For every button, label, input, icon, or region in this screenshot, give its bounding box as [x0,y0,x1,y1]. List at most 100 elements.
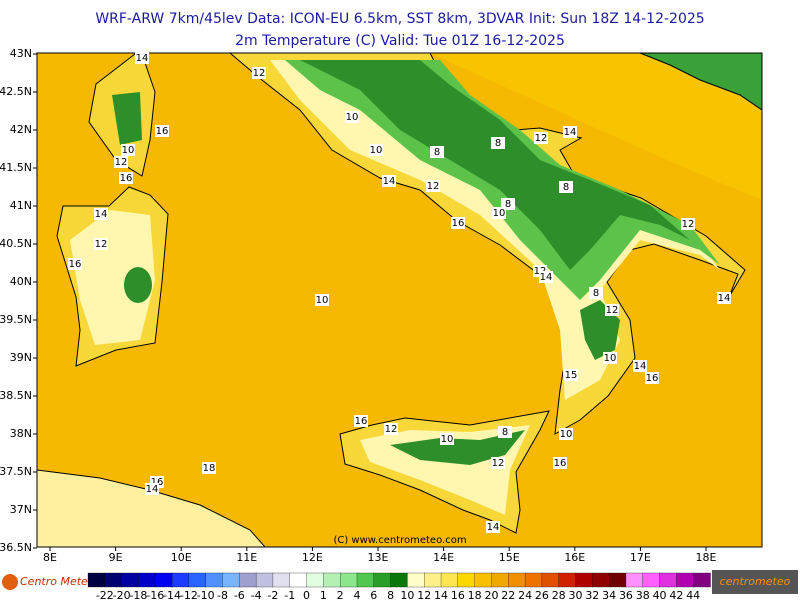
contour-label: 16 [151,477,164,488]
colorbar-label: 22 [501,589,515,600]
contour-label: 10 [560,429,573,440]
lon-label: 8E [43,551,57,564]
contour-label-bg [369,144,383,156]
italy-dark-green [300,60,690,270]
lon-label: 13E [368,551,389,564]
colorbar-box [575,572,593,588]
colorbar-box [323,572,341,588]
contour-label-bg [345,111,359,123]
lat-label: 39.5N [0,313,32,326]
colorbar-box [171,572,190,588]
logo-left-icon [2,574,18,590]
colorbar-label: -8 [217,589,228,600]
contour-label: 10 [370,145,383,156]
contour-label: 14 [718,293,731,304]
contour-label-bg [440,433,454,445]
colorbar-label: -4 [251,589,262,600]
contour-label: 12 [682,219,695,230]
contour-label-bg [202,462,216,474]
contour-label-bg [717,292,731,304]
contour-label: 14 [487,522,500,533]
contour-label: 16 [120,173,133,184]
colorbar-label: 38 [636,589,650,600]
colorbar-label: 34 [602,589,616,600]
colorbar-box [407,572,425,588]
contour-label: 14 [146,484,159,495]
contour-label-bg [382,175,396,187]
contour-label: 15 [565,370,578,381]
contour-label-bg [155,125,169,137]
lon-label: 9E [109,551,123,564]
sicily-green [390,430,525,465]
colorbar-box [440,572,459,588]
lat-label: 39N [10,351,32,364]
contour-label-bg [492,207,506,219]
colorbar-box [474,572,493,588]
colorbar-label: -14 [163,589,181,600]
lat-label: 36.5N [0,541,32,554]
colorbar-box [457,572,476,588]
balkans [639,53,762,111]
contour-label: 16 [156,126,169,137]
contour-label: 14 [95,209,108,220]
colorbar-label: 36 [619,589,633,600]
contour-label: 12 [115,157,128,168]
contour-label: 14 [540,272,553,283]
colorbar-box [608,572,627,588]
map [37,53,762,547]
contour-label: 10 [316,295,329,306]
colorbar-label: 1 [320,589,327,600]
colorbar-label: 16 [451,589,465,600]
colorbar-label: 30 [569,589,583,600]
colorbar-label: 8 [387,589,394,600]
colorbar-box [508,572,526,588]
contour-label-bg [491,457,505,469]
contour-label: 14 [136,53,149,64]
map-frame [36,52,763,548]
contour-label: 10 [122,145,135,156]
contour-label: 12 [427,181,440,192]
lat-label: 37N [10,503,32,516]
colorbar-box [255,572,274,588]
colorbar-label: -6 [234,589,245,600]
colorbar-label: -10 [197,589,215,600]
colorbar-label: 4 [353,589,360,600]
colorbar-box [340,572,358,588]
lon-label: 11E [236,551,257,564]
contour-label-bg [491,137,505,149]
lat-label: 41N [10,199,32,212]
colorbar-box [289,572,308,588]
contour-label-bg [252,67,266,79]
contour-label: 16 [646,373,659,384]
lon-label: 18E [696,551,717,564]
colorbar-label: 14 [434,589,448,600]
contour-label: 8 [502,427,508,438]
header-line1: WRF-ARW 7km/45lev Data: ICON-EU 6.5km, S… [95,11,704,27]
lon-label: 12E [302,551,323,564]
header-line2: 2m Temperature (C) Valid: Tue 01Z 16-12-… [235,33,565,49]
contour-label: 8 [495,138,501,149]
colorbar-box [491,572,509,588]
colorbar-label: 40 [653,589,667,600]
colorbar-box [121,572,140,588]
colorbar-label: -1 [284,589,295,600]
contour-label-bg [68,258,82,270]
colorbar-box [205,572,224,588]
contour-label-bg [589,287,603,299]
corsica-green [112,92,142,145]
colorbar-box [239,572,257,588]
contour-label-bg [135,52,149,64]
colorbar-label: -2 [267,589,278,600]
contour-label: 12 [95,239,108,250]
colorbar-box [356,572,375,588]
logo-right-box [712,570,798,594]
colorbar-box [424,572,442,588]
lat-label: 42.5N [0,85,32,98]
lon-label: 10E [171,551,192,564]
lat-label: 38.5N [0,389,32,402]
lon-label: 14E [433,551,454,564]
colorbar-box [524,572,543,588]
contour-label-bg [539,271,553,283]
contour-label: 10 [493,208,506,219]
contour-label-bg [603,352,617,364]
